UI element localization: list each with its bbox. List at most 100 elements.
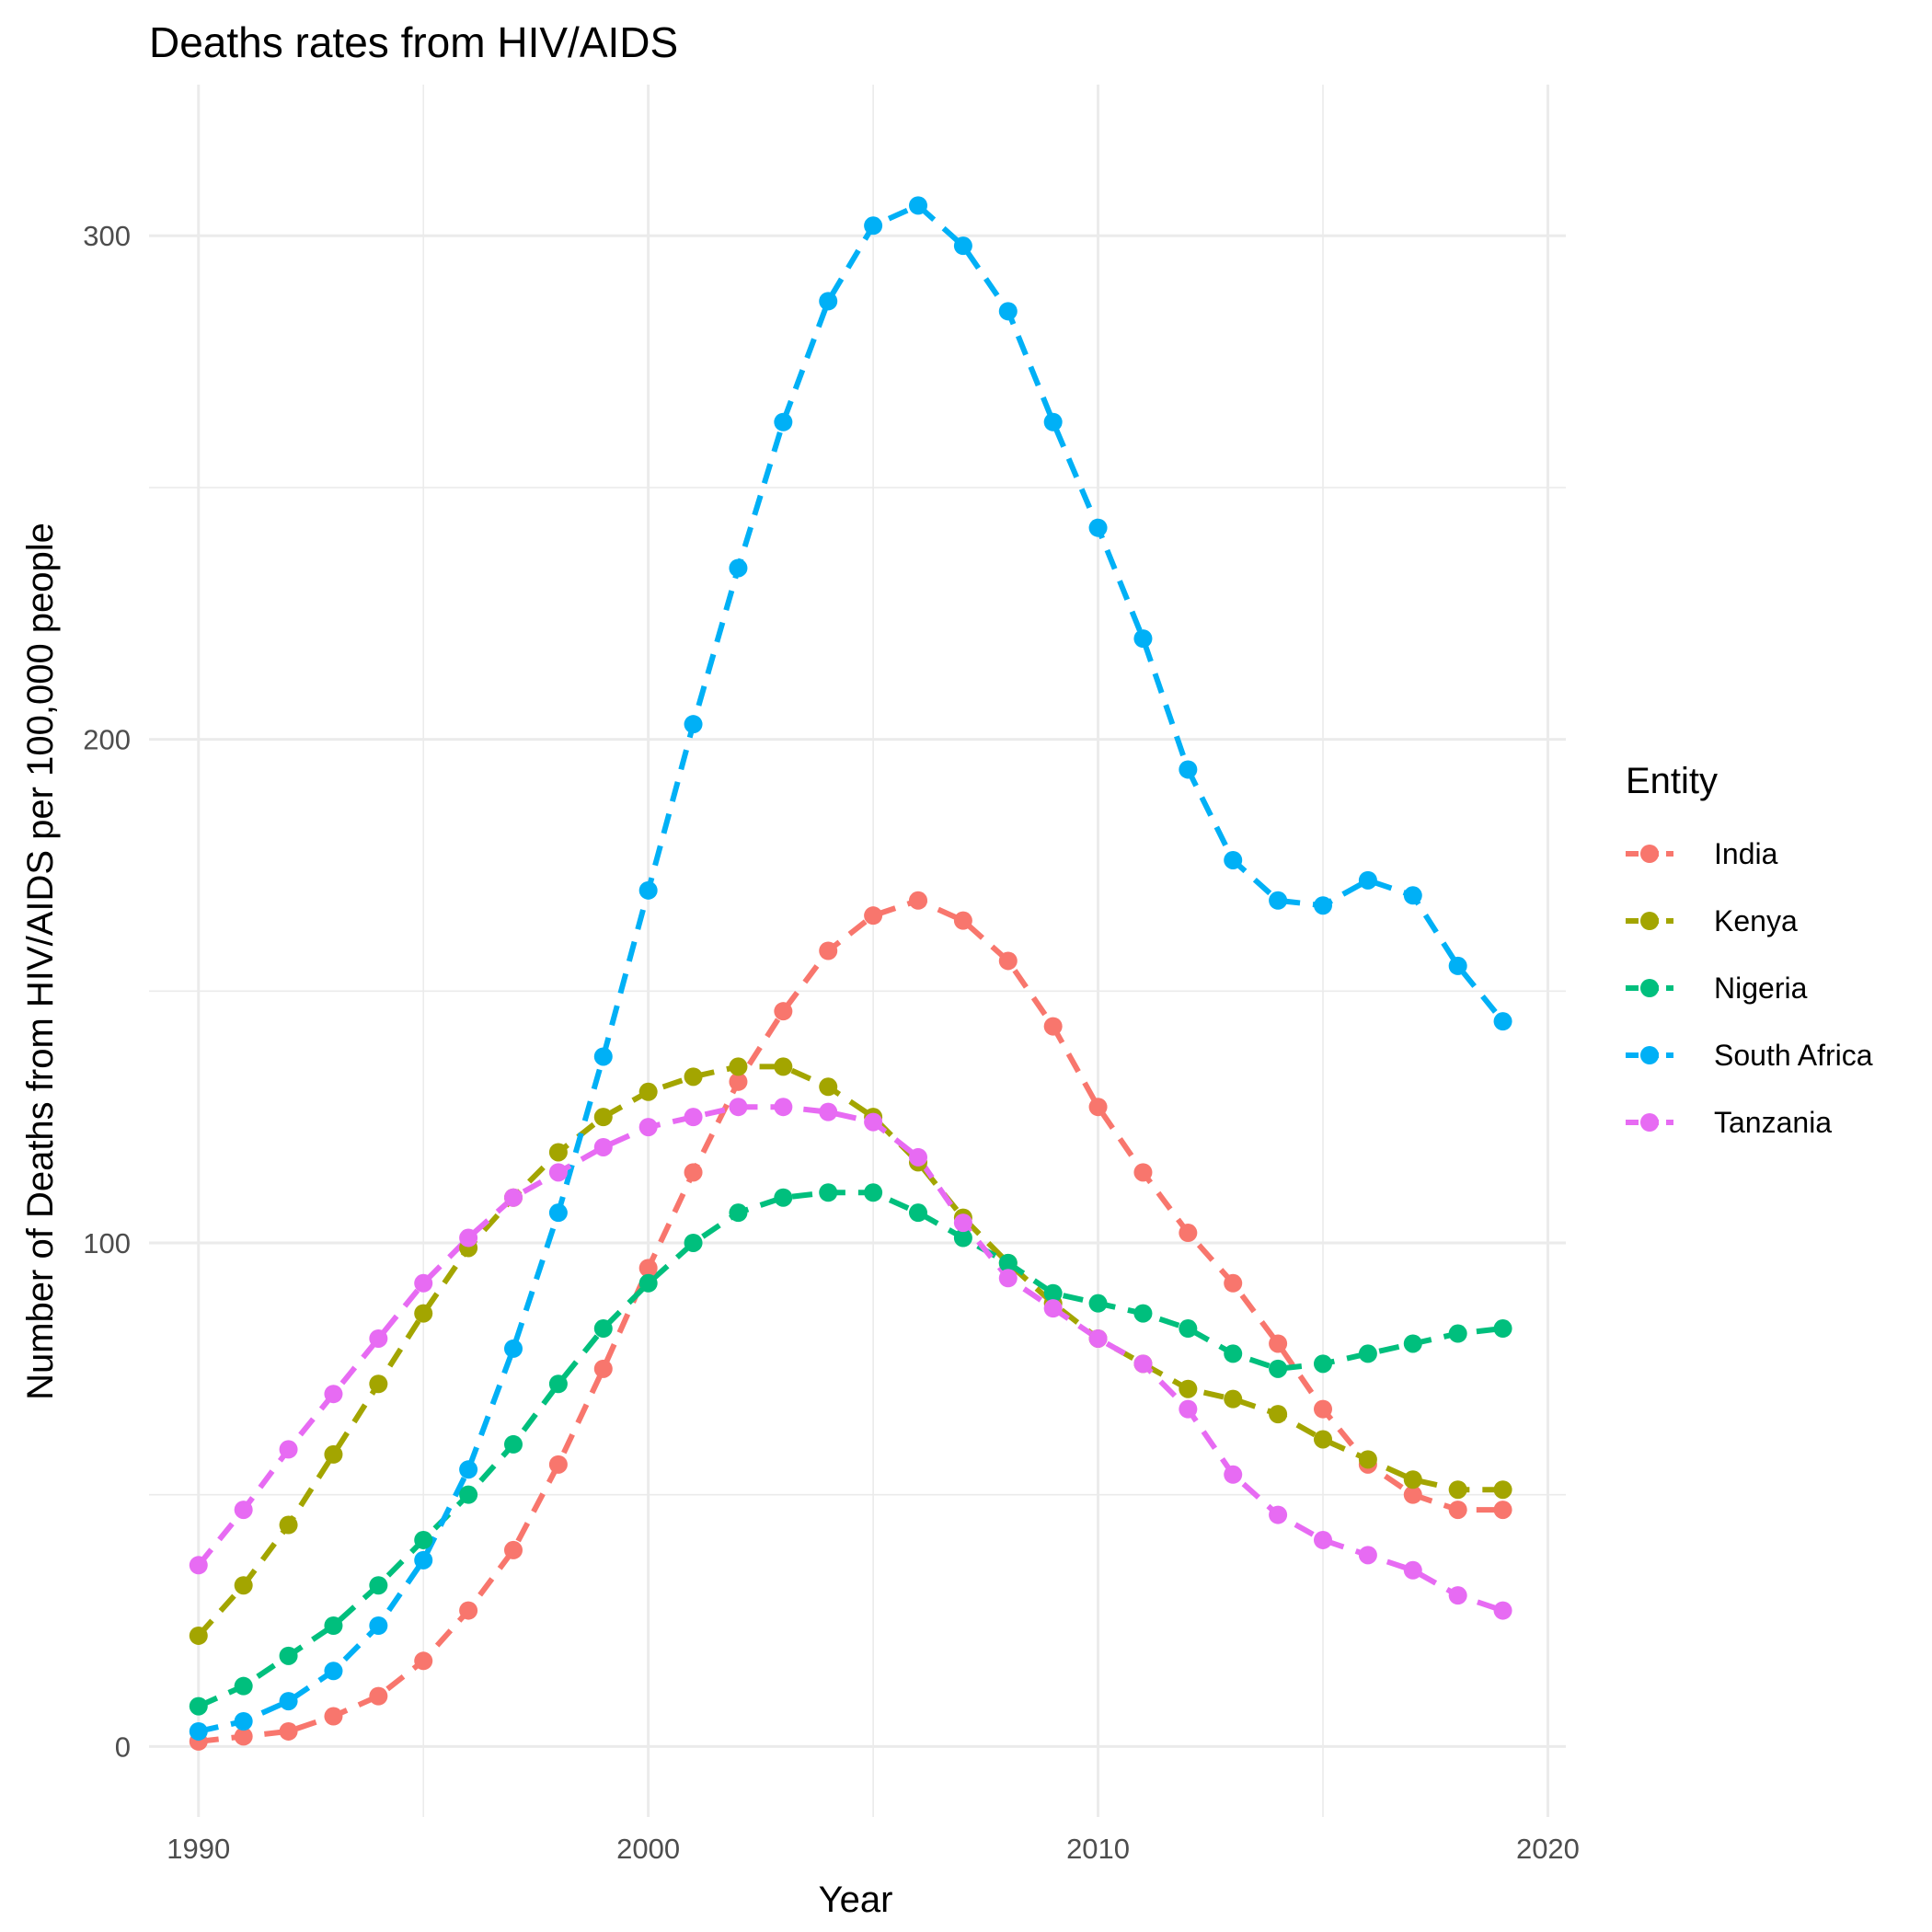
data-point-tanzania: [1269, 1505, 1288, 1524]
data-point-india: [279, 1721, 298, 1741]
data-point-tanzania: [1358, 1546, 1377, 1565]
data-point-nigeria: [819, 1183, 838, 1202]
data-point-nigeria: [1133, 1304, 1153, 1323]
data-point-india: [774, 1002, 793, 1021]
series-points: [189, 196, 1512, 1751]
legend-label: Nigeria: [1714, 972, 1808, 1005]
data-point-tanzania: [1088, 1328, 1108, 1348]
data-point-india: [864, 906, 883, 926]
legend-key-point: [1640, 979, 1659, 997]
series-line-nigeria: [197, 1190, 1503, 1709]
data-point-south-africa: [1493, 1012, 1512, 1031]
data-point-tanzania: [1314, 1530, 1332, 1549]
data-point-nigeria: [1088, 1294, 1108, 1313]
data-point-kenya: [1179, 1379, 1198, 1398]
data-point-nigeria: [774, 1188, 793, 1207]
x-tick-label: 1990: [167, 1833, 230, 1865]
legend-title: Entity: [1626, 761, 1718, 801]
data-point-india: [1269, 1334, 1288, 1353]
data-point-tanzania: [909, 1147, 927, 1167]
data-point-india: [684, 1163, 703, 1182]
data-point-kenya: [638, 1082, 658, 1101]
legend-key-point: [1640, 1046, 1659, 1064]
data-point-tanzania: [1448, 1586, 1467, 1605]
legend-item-nigeria: Nigeria: [1626, 972, 1808, 1005]
data-point-south-africa: [998, 302, 1018, 321]
data-point-kenya: [729, 1057, 748, 1076]
data-point-kenya: [1448, 1480, 1467, 1500]
data-point-nigeria: [414, 1530, 433, 1549]
data-point-south-africa: [279, 1692, 298, 1711]
data-point-india: [729, 1072, 748, 1091]
data-point-tanzania: [864, 1112, 883, 1132]
data-point-kenya: [369, 1374, 388, 1394]
data-point-india: [593, 1359, 613, 1378]
data-point-tanzania: [189, 1556, 208, 1575]
data-point-south-africa: [1314, 896, 1332, 915]
data-point-south-africa: [864, 216, 883, 236]
y-tick-label: 0: [115, 1731, 131, 1763]
data-point-kenya: [774, 1057, 793, 1076]
data-point-tanzania: [1179, 1399, 1198, 1419]
data-point-nigeria: [324, 1616, 343, 1635]
data-point-nigeria: [593, 1319, 613, 1339]
data-point-kenya: [1493, 1480, 1512, 1500]
legend-item-india: India: [1626, 837, 1778, 870]
data-point-india: [459, 1601, 478, 1620]
data-point-tanzania: [459, 1228, 478, 1248]
data-point-tanzania: [593, 1137, 613, 1156]
data-point-tanzania: [1493, 1601, 1512, 1620]
data-point-south-africa: [189, 1721, 208, 1741]
x-axis-ticks: 1990 2000 2010 2020: [167, 1833, 1580, 1865]
legend: Entity India Kenya Nigeria South Africa Tanz…: [1626, 761, 1873, 1139]
data-point-india: [1179, 1224, 1198, 1243]
data-point-tanzania: [548, 1163, 568, 1182]
series-line-tanzania: [196, 1104, 1504, 1614]
data-point-india: [1088, 1098, 1108, 1117]
data-point-nigeria: [864, 1183, 883, 1202]
legend-key-point: [1640, 912, 1659, 930]
data-point-nigeria: [684, 1233, 703, 1252]
data-point-south-africa: [548, 1203, 568, 1223]
data-point-nigeria: [1179, 1319, 1198, 1339]
data-point-south-africa: [1358, 870, 1377, 890]
data-point-kenya: [1269, 1405, 1288, 1424]
data-point-south-africa: [774, 412, 793, 431]
data-point-india: [909, 891, 927, 910]
y-axis-ticks: 0 100 200 300: [83, 220, 131, 1763]
data-point-south-africa: [414, 1550, 433, 1570]
series-line-india: [198, 897, 1503, 1744]
data-point-south-africa: [324, 1662, 343, 1681]
data-point-kenya: [1358, 1450, 1377, 1469]
data-point-nigeria: [998, 1253, 1018, 1272]
data-point-india: [1314, 1399, 1332, 1419]
data-point-tanzania: [504, 1188, 523, 1207]
data-point-south-africa: [369, 1616, 388, 1635]
legend-key-point: [1640, 1113, 1659, 1132]
legend-label: South Africa: [1714, 1039, 1873, 1072]
data-point-nigeria: [504, 1434, 523, 1454]
legend-label: India: [1714, 837, 1778, 870]
data-point-kenya: [189, 1626, 208, 1645]
data-point-south-africa: [953, 236, 972, 256]
data-point-south-africa: [1043, 412, 1063, 431]
data-point-kenya: [548, 1143, 568, 1162]
chart-title: Deaths rates from HIV/AIDS: [149, 18, 678, 66]
data-point-india: [1448, 1501, 1467, 1520]
data-point-kenya: [234, 1576, 253, 1595]
data-point-india: [1043, 1017, 1063, 1036]
legend-label: Kenya: [1714, 904, 1798, 937]
x-tick-label: 2000: [616, 1833, 680, 1865]
data-point-india: [324, 1707, 343, 1726]
legend-item-tanzania: Tanzania: [1626, 1106, 1832, 1139]
y-tick-label: 300: [83, 220, 131, 252]
data-point-tanzania: [638, 1118, 658, 1137]
legend-label: Tanzania: [1714, 1106, 1832, 1139]
data-point-nigeria: [234, 1676, 253, 1696]
data-point-india: [234, 1727, 253, 1746]
data-point-south-africa: [819, 292, 838, 311]
data-point-india: [504, 1540, 523, 1559]
data-point-kenya: [1224, 1389, 1243, 1409]
data-point-nigeria: [1358, 1344, 1377, 1363]
